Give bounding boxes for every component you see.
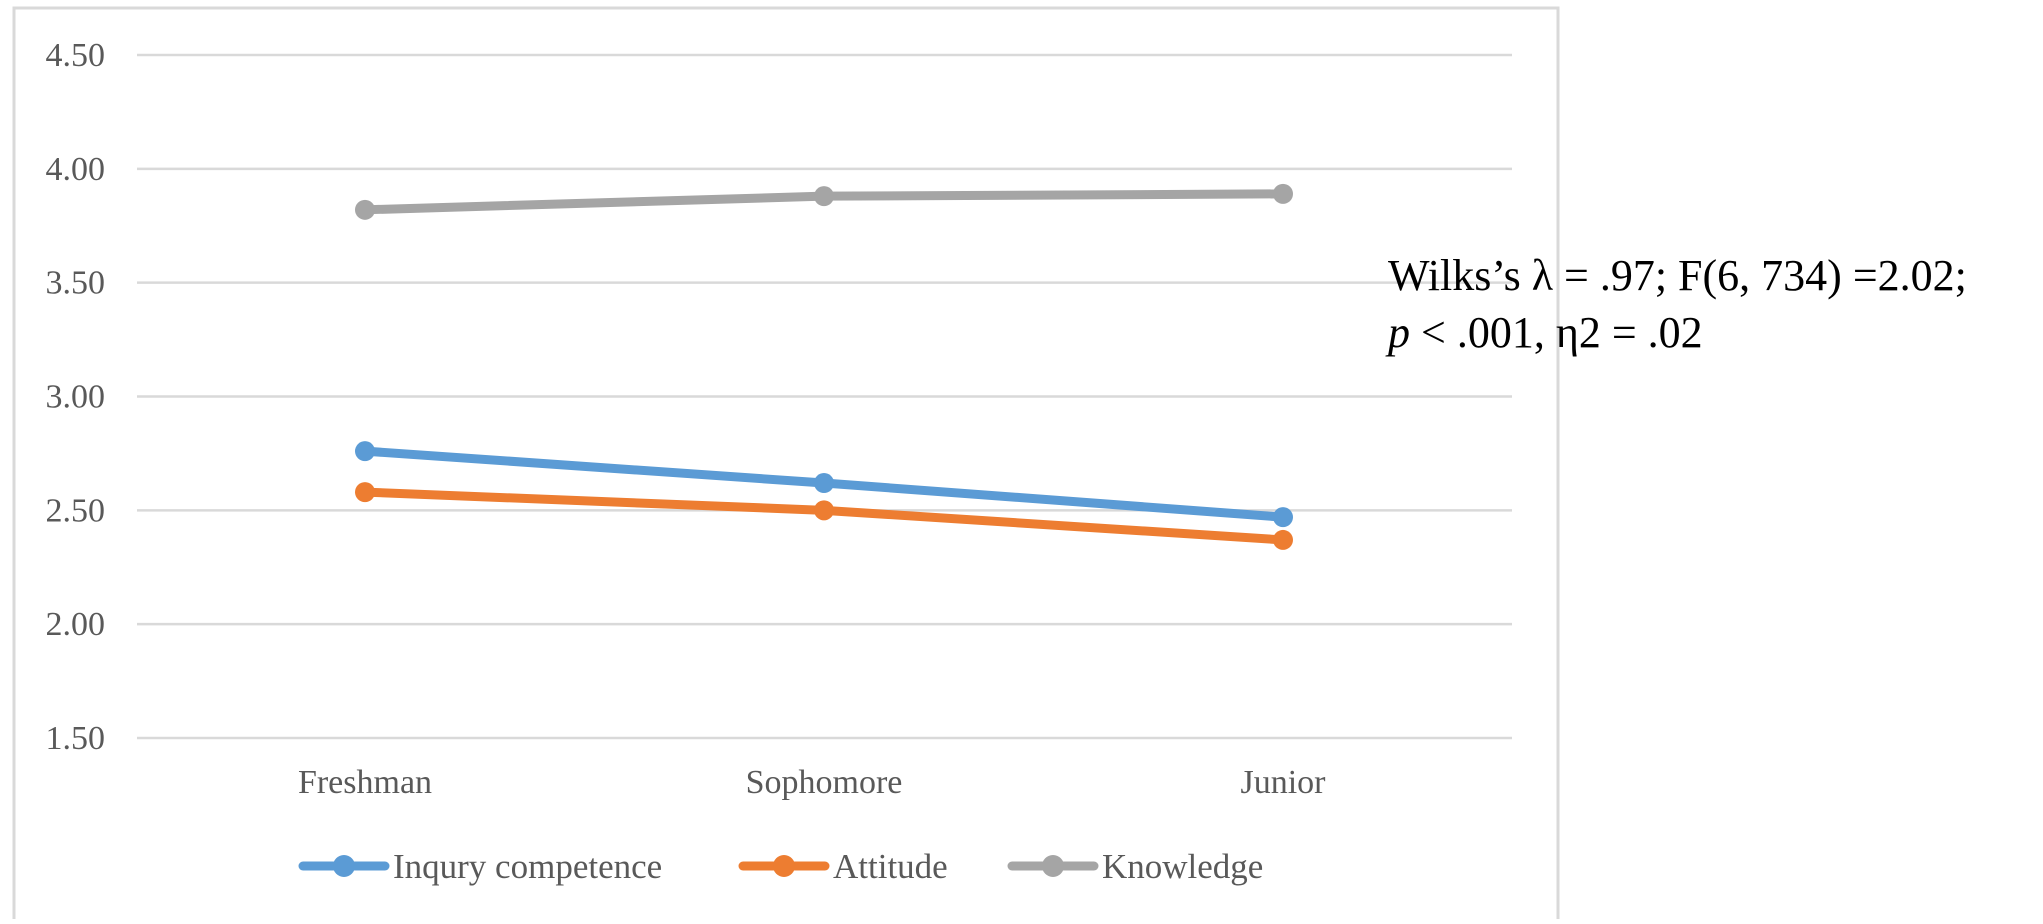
statistics-annotation: Wilks’s λ = .97; F(6, 734) =2.02; p < .0… xyxy=(1385,251,1967,357)
data-point-inqury-competence-junior xyxy=(1273,507,1293,528)
annotation-line-2: p < .001, η2 = .02 xyxy=(1385,308,1703,357)
legend-item-knowledge: Knowledge xyxy=(1007,847,1263,886)
y-axis-tick-labels: 1.50 2.00 2.50 3.00 3.50 4.00 4.50 xyxy=(46,37,106,757)
legend: Inqury competence Attitude Knowledge xyxy=(298,847,1263,886)
legend-label: Knowledge xyxy=(1102,847,1263,886)
data-point-inqury-competence-sophomore xyxy=(814,473,834,494)
data-point-attitude-junior xyxy=(1273,529,1293,550)
legend-item-inqury-competence: Inqury competence xyxy=(298,847,662,886)
data-point-knowledge-freshman xyxy=(355,199,375,220)
legend-swatch-marker xyxy=(1042,855,1064,877)
y-tick-label: 1.50 xyxy=(46,720,106,757)
y-tick-label: 4.50 xyxy=(46,37,106,74)
annotation-line-1: Wilks’s λ = .97; F(6, 734) =2.02; xyxy=(1388,251,1967,300)
data-point-knowledge-junior xyxy=(1273,183,1293,204)
x-tick-label-sophomore: Sophomore xyxy=(746,764,903,801)
y-tick-label: 4.00 xyxy=(46,151,106,188)
series-knowledge xyxy=(355,183,1293,220)
data-point-knowledge-sophomore xyxy=(814,186,834,207)
legend-swatch-marker xyxy=(333,855,355,877)
y-tick-label: 3.00 xyxy=(46,379,106,416)
x-tick-label-junior: Junior xyxy=(1241,764,1327,801)
y-tick-label: 3.50 xyxy=(46,265,106,302)
y-tick-label: 2.00 xyxy=(46,606,106,643)
data-point-inqury-competence-freshman xyxy=(355,441,375,462)
y-tick-label: 2.50 xyxy=(46,492,106,529)
legend-swatch-marker xyxy=(773,855,795,877)
data-point-attitude-freshman xyxy=(355,482,375,503)
series-inqury-competence xyxy=(355,441,1293,528)
x-axis-tick-labels: Freshman Sophomore Junior xyxy=(298,764,1326,801)
x-tick-label-freshman: Freshman xyxy=(298,764,432,801)
legend-label: Inqury competence xyxy=(393,847,662,886)
data-point-attitude-sophomore xyxy=(814,500,834,521)
chart-border xyxy=(12,6,1560,924)
legend-label: Attitude xyxy=(833,847,948,886)
annotation-p-italic: p xyxy=(1385,308,1410,357)
series-attitude xyxy=(355,482,1293,550)
legend-item-attitude: Attitude xyxy=(738,847,948,886)
series-lines xyxy=(355,183,1293,550)
annotation-line-2-rest: < .001, η2 = .02 xyxy=(1410,308,1703,357)
gridlines xyxy=(137,53,1512,740)
